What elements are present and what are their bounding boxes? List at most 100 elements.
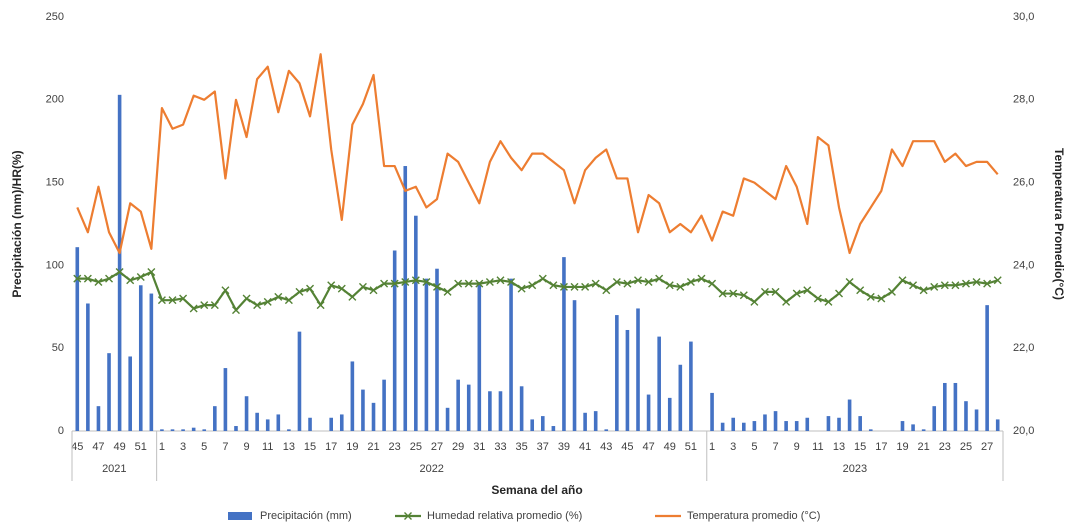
legend-marker [404,512,412,520]
x-tick-label: 17 [875,441,887,453]
line-marker [115,268,124,277]
line-marker [231,306,240,315]
bar [763,414,767,431]
x-tick-label: 25 [960,441,972,453]
x-tick-label: 47 [642,441,654,453]
bar [287,429,291,431]
x-tick-label: 33 [494,441,506,453]
x-tick-label: 5 [751,441,757,453]
x-tick-label: 23 [939,441,951,453]
bar [477,281,482,431]
line-marker [168,296,177,305]
x-tick-label: 47 [92,441,104,453]
line-marker [845,277,854,286]
group-label: 2022 [419,463,443,475]
bar [308,417,312,431]
bar [339,414,344,431]
line-marker [538,274,547,283]
bar [900,421,905,431]
x-tick-label: 23 [389,441,401,453]
y-tick-label: 100 [46,259,64,271]
line-marker [179,294,188,303]
x-tick-label: 1 [159,441,165,453]
y2-tick-label: 28,0 [1013,94,1034,106]
bar [667,397,672,431]
bar [837,417,841,431]
line-marker [73,274,82,283]
x-tick-label: 15 [854,441,866,453]
bar [562,257,566,431]
x-tick-label: 49 [664,441,676,453]
bar [710,392,714,431]
x-tick-label: 21 [918,441,930,453]
line-marker [432,282,441,291]
line-marker [813,294,822,303]
x-tick-label: 3 [180,441,186,453]
line-marker [443,287,452,296]
x-tick-label: 45 [621,441,633,453]
bar [689,341,693,431]
y-tick-label: 250 [46,11,64,23]
line-marker [983,279,992,288]
x-tick-label: 25 [410,441,422,453]
line-marker [909,281,918,290]
line-marker [496,276,505,285]
x-tick-label: 19 [346,441,358,453]
line-marker [559,282,568,291]
line-marker [253,301,262,310]
bar [847,399,852,431]
bar [424,278,429,431]
x-tick-label: 3 [730,441,736,453]
bar [445,407,450,431]
bar [625,329,630,431]
bar [234,426,238,431]
bar [498,391,503,431]
x-tick-label: 11 [262,441,273,453]
line-marker [708,279,717,288]
line-marker [464,279,473,288]
bar [911,424,915,431]
x-tick-label: 11 [812,441,823,453]
x-tick-label: 29 [452,441,464,453]
line-marker [739,291,748,300]
bar [636,308,640,431]
line-marker [263,297,272,306]
y2-tick-label: 20,0 [1013,425,1034,437]
line-marker [295,287,304,296]
y-tick-label: 150 [46,177,64,189]
line-marker [570,282,579,291]
line-marker [782,297,791,306]
line-marker [411,276,420,285]
bar [128,356,132,431]
bar [86,303,90,431]
line-marker [284,296,293,305]
line-marker [856,286,865,295]
x-tick-label: 9 [794,441,800,453]
bar [868,429,873,431]
bar [392,250,397,431]
bar [371,402,376,431]
x-tick-label: 31 [473,441,485,453]
line-marker [549,281,558,290]
x-tick-label: 7 [772,441,778,453]
line-marker [940,281,949,290]
bar [361,389,365,431]
x-tick-label: 19 [896,441,908,453]
group-label: 2023 [843,463,867,475]
line-marker [951,281,960,290]
line-marker [887,287,896,296]
x-tick-label: 5 [201,441,207,453]
bar [329,417,333,431]
line-marker [475,279,484,288]
bar [530,419,535,431]
line-marker [612,277,621,286]
bar [794,421,799,431]
line-marker [824,297,833,306]
bar [678,364,683,431]
y-axis-title: Precipitación (mm)/HR(%) [10,150,24,297]
line-marker [972,277,981,286]
bar [107,353,111,431]
line-marker [380,279,389,288]
bar [604,429,609,431]
bar [149,293,154,431]
